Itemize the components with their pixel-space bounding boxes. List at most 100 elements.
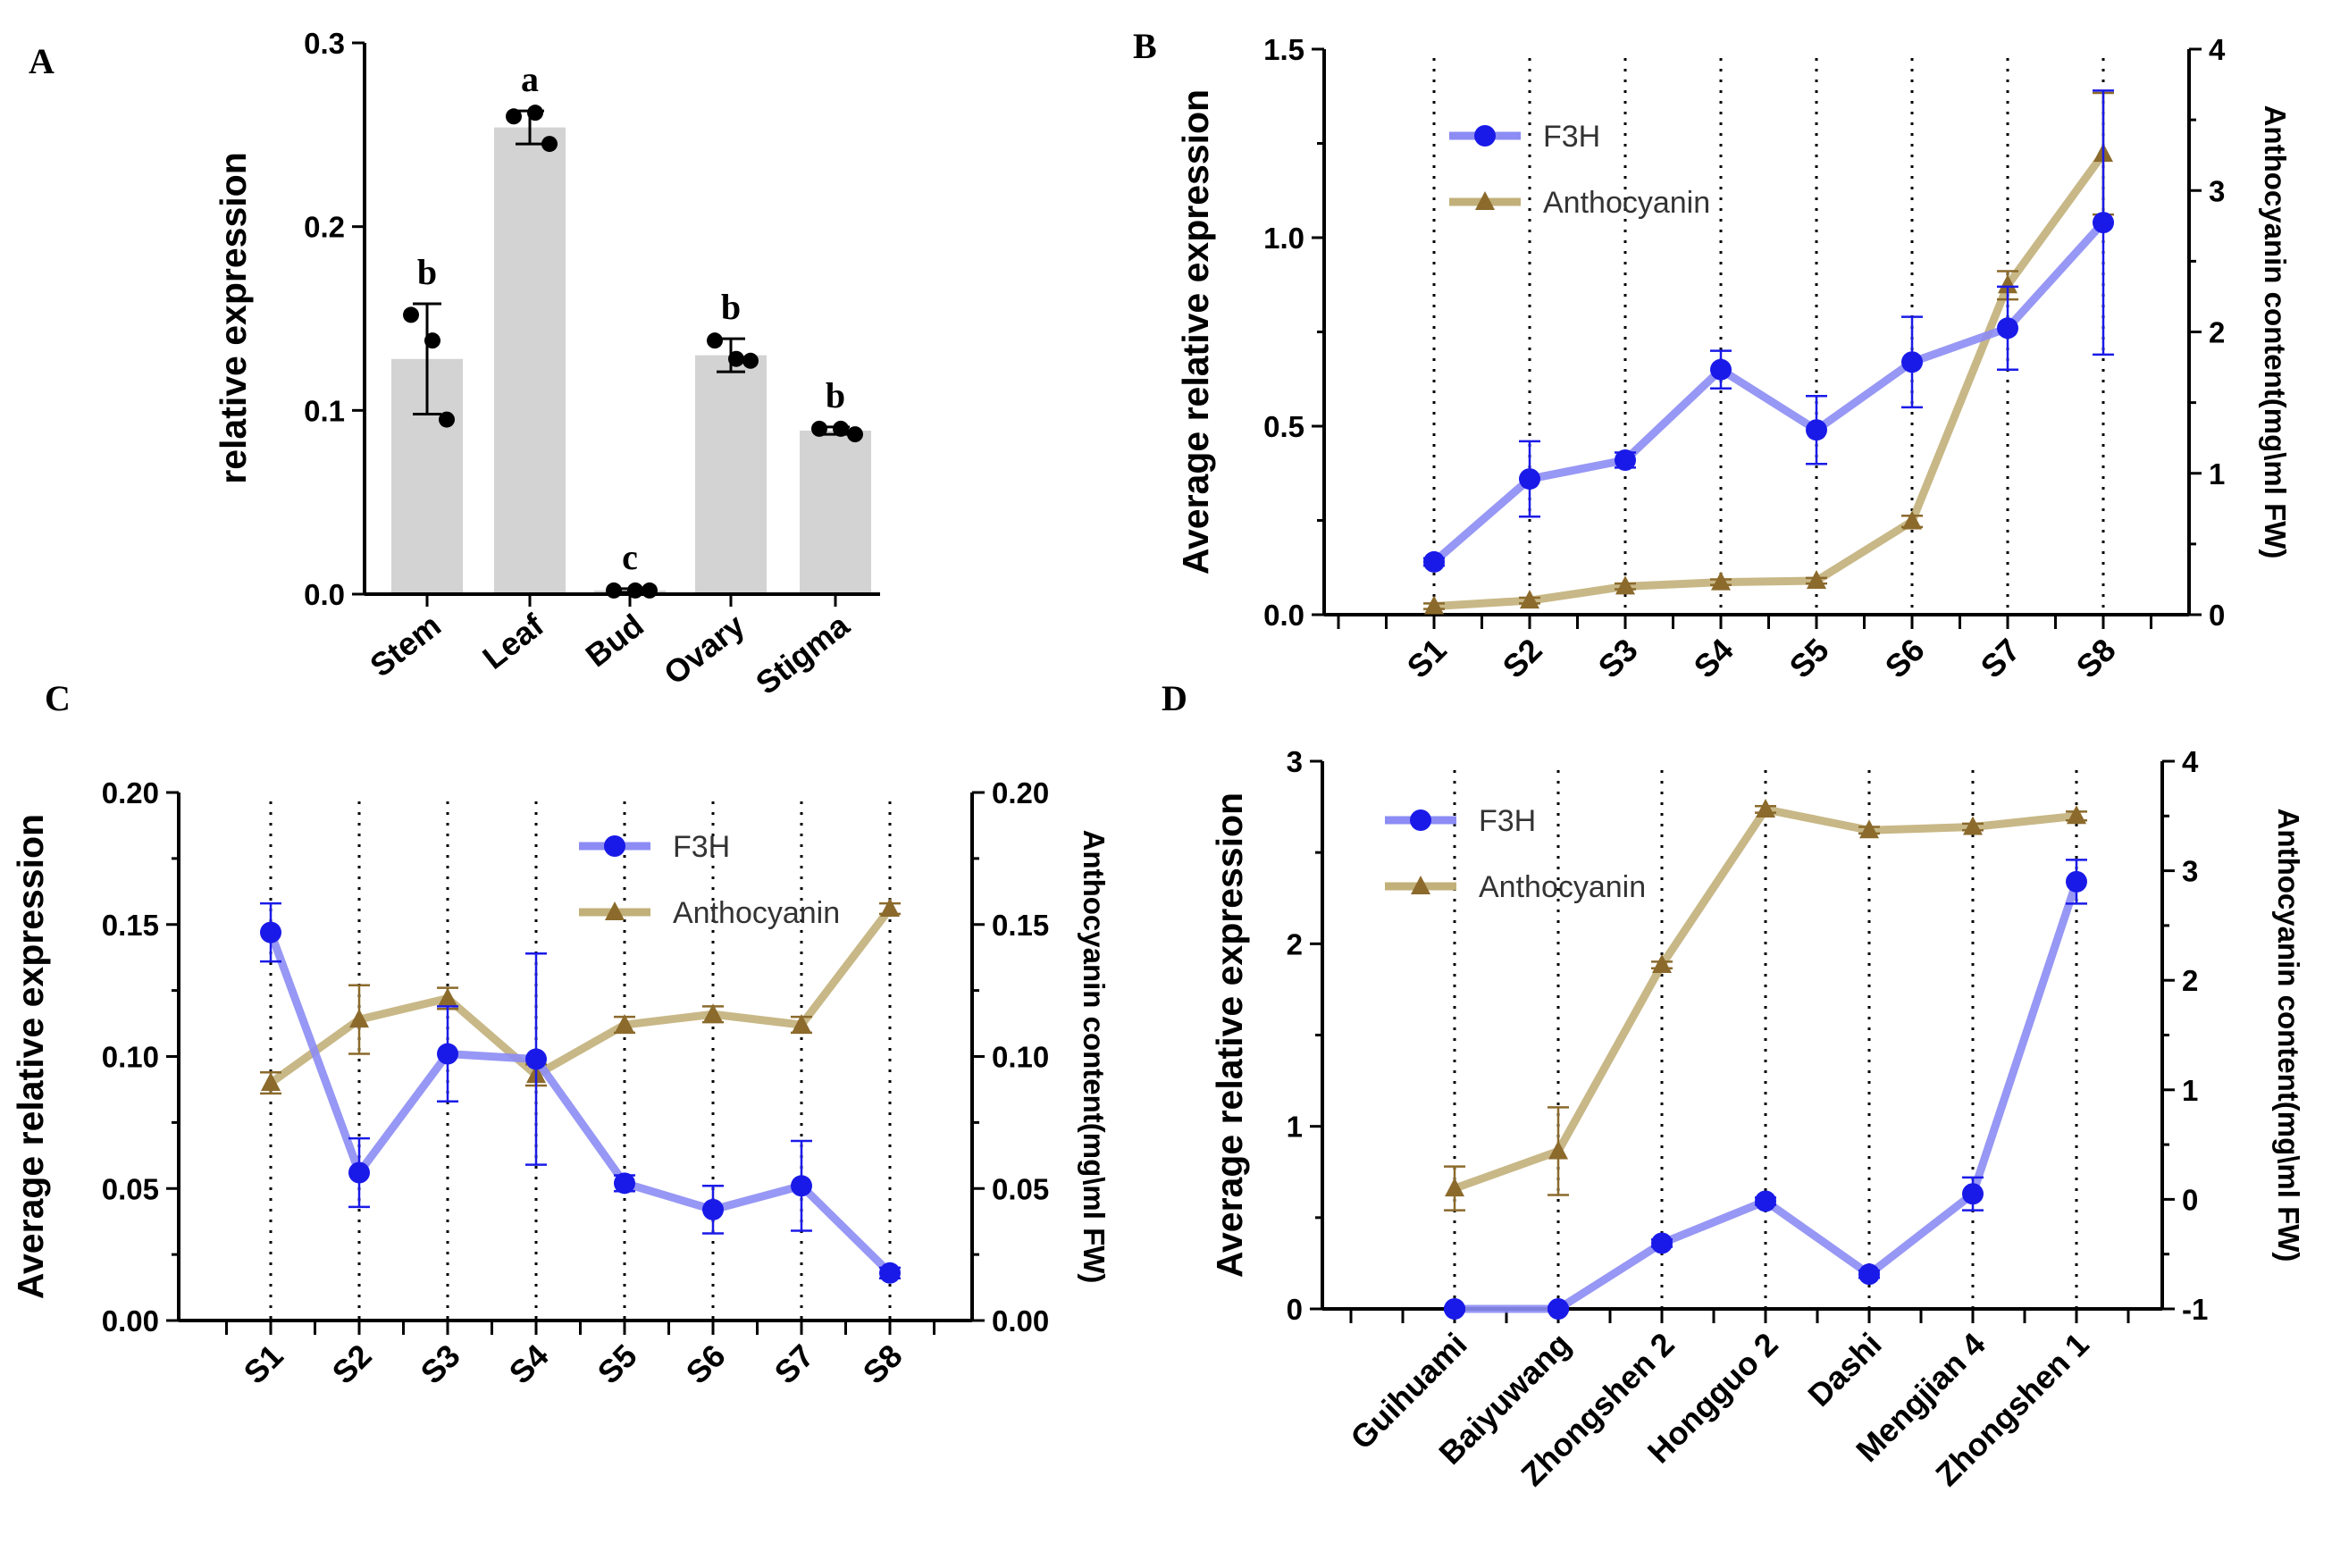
data-point-anthocyanin-s5 (1807, 570, 1826, 590)
series-line-f3h (1431, 220, 2107, 566)
x-tick-label-s5: S5 (591, 1337, 644, 1391)
x-tick-label-s6: S6 (679, 1337, 733, 1391)
replicate-point-stigma (811, 420, 827, 437)
y-tick-label-right: 2 (2209, 316, 2225, 349)
y-tick-label-right: 1 (2209, 457, 2225, 491)
panel-letter-a: A (29, 41, 55, 81)
x-tick-label-s6: S6 (1878, 632, 1932, 685)
y-tick-label-right: 2 (2182, 964, 2198, 997)
panel-letter-b: B (1133, 26, 1157, 66)
x-tick-label-s5: S5 (1783, 632, 1836, 685)
significance-letter-leaf: a (521, 59, 539, 99)
data-point-anthocyanin-s4 (1711, 571, 1731, 591)
panel-letter-d: D (1162, 678, 1187, 718)
y-tick-label-left: 2 (1287, 927, 1303, 960)
data-point-anthocyanin-s2 (349, 1009, 369, 1028)
data-point-f3h-s8 (2093, 212, 2114, 234)
data-point-f3h-s2 (348, 1161, 370, 1184)
replicate-point-stem (403, 306, 419, 323)
data-point-anthocyanin-s1 (261, 1072, 281, 1092)
y-tick-label-left: 0.05 (102, 1172, 159, 1205)
significance-letter-bud: c (622, 537, 638, 577)
x-tick-label-s7: S7 (1974, 632, 2027, 685)
x-tick-label-s1: S1 (237, 1337, 290, 1391)
data-point-anthocyanin-dashi (1859, 819, 1879, 839)
panel-d-chart: 0 1 2 3 -1 0 1 2 3 4 Average relative expression An… (1209, 745, 2305, 1493)
y-tick-label-left: 0.0 (1263, 599, 1304, 632)
y-axis-title-left: Average relative expression (1175, 89, 1216, 574)
legend-label-f3h: F3H (1479, 804, 1536, 838)
y-tick-label: 0.3 (304, 27, 345, 60)
data-point-f3h-s4 (1710, 358, 1732, 381)
data-point-f3h-s8 (879, 1262, 901, 1284)
x-tick-label-s4: S4 (502, 1337, 556, 1391)
data-point-anthocyanin-s1 (1424, 595, 1444, 615)
data-point-f3h-baiyuwang (1548, 1298, 1569, 1320)
replicate-point-bud (642, 582, 658, 599)
y-tick-label: 0.2 (304, 211, 345, 244)
legend-marker-anthocyanin (605, 901, 625, 920)
replicate-point-stigma (847, 426, 863, 443)
x-tick-label-stigma: Stigma (749, 606, 857, 701)
replicate-point-leaf (527, 105, 543, 122)
data-point-f3h-s3 (437, 1043, 458, 1065)
y-tick-label-left: 1.5 (1263, 33, 1304, 66)
legend-label-anthocyanin: Anthocyanin (1543, 186, 1710, 220)
data-point-f3h-s6 (702, 1198, 724, 1220)
data-point-anthocyanin-s3 (1615, 575, 1635, 595)
y-tick-label-left: 1.0 (1263, 222, 1304, 255)
legend-label-f3h: F3H (1543, 120, 1600, 154)
y-tick-label-right: 1 (2182, 1074, 2198, 1107)
y-tick-label-right: 3 (2182, 855, 2198, 888)
legend-marker-anthocyanin (1411, 876, 1430, 894)
data-point-f3h-s7 (1997, 317, 2018, 340)
legend-marker-f3h (1410, 809, 1431, 831)
data-point-anthocyanin-s8 (880, 898, 900, 918)
replicate-point-stem (424, 332, 440, 349)
x-tick-label-s3: S3 (1591, 632, 1645, 685)
y-tick-label: 0.0 (304, 578, 345, 611)
y-tick-label-left: 0.5 (1263, 410, 1304, 443)
data-point-anthocyanin-s6 (1902, 510, 1922, 530)
bar-leaf (494, 127, 566, 594)
y-tick-label-right: 0.00 (992, 1304, 1049, 1337)
panel-b-chart: 0.0 0.5 1.0 1.5 0 1 2 3 4 Average relative expres… (1175, 33, 2292, 685)
y-axis-title-left: Average relative expression (1209, 792, 1250, 1278)
x-tick-label-dashi: Dashi (1800, 1326, 1888, 1413)
data-point-anthocyanin-s7 (1998, 274, 2017, 294)
replicate-point-ovary (728, 350, 744, 367)
replicate-point-ovary (707, 332, 723, 349)
y-tick-label-right: 0.15 (992, 909, 1049, 942)
data-point-anthocyanin-s5 (615, 1014, 634, 1034)
series-line-anthocyanin (1433, 151, 2107, 610)
significance-letter-stem: b (417, 252, 437, 292)
data-point-f3h-s1 (260, 921, 281, 943)
series-line-anthocyanin (1453, 805, 2077, 1193)
panel-letter-c: C (45, 678, 71, 718)
x-tick-label-s1: S1 (1400, 632, 1454, 685)
data-point-f3h-s6 (1901, 351, 1923, 373)
data-point-anthocyanin-s7 (792, 1014, 811, 1034)
data-point-f3h-s5 (614, 1172, 635, 1195)
y-tick-label-left: 0.10 (102, 1041, 159, 1074)
y-tick-label-right: 0.05 (992, 1172, 1049, 1205)
series-line-f3h (266, 931, 893, 1277)
y-axis-title: relative expression (213, 152, 254, 483)
x-tick-label-s7: S7 (768, 1337, 821, 1391)
data-point-f3h-hongguo-2 (1755, 1190, 1776, 1212)
data-point-anthocyanin-s3 (438, 987, 457, 1007)
x-tick-label-s2: S2 (1496, 632, 1549, 685)
y-tick-label-right: 0.10 (992, 1041, 1049, 1074)
legend-marker-anthocyanin (1475, 191, 1495, 210)
series-line-f3h (1455, 880, 2081, 1313)
y-tick-label-right: 0 (2182, 1183, 2198, 1216)
x-tick-label-s8: S8 (2069, 632, 2123, 685)
x-tick-label-ovary: Ovary (657, 607, 751, 692)
bar-stigma (800, 430, 871, 594)
series-line-anthocyanin (268, 906, 893, 1086)
data-point-anthocyanin-guihuami (1445, 1178, 1464, 1197)
data-point-anthocyanin-zhongshen-2 (1652, 954, 1672, 974)
replicate-point-stigma (833, 420, 849, 437)
y-tick-label-left: 0.15 (102, 909, 159, 942)
